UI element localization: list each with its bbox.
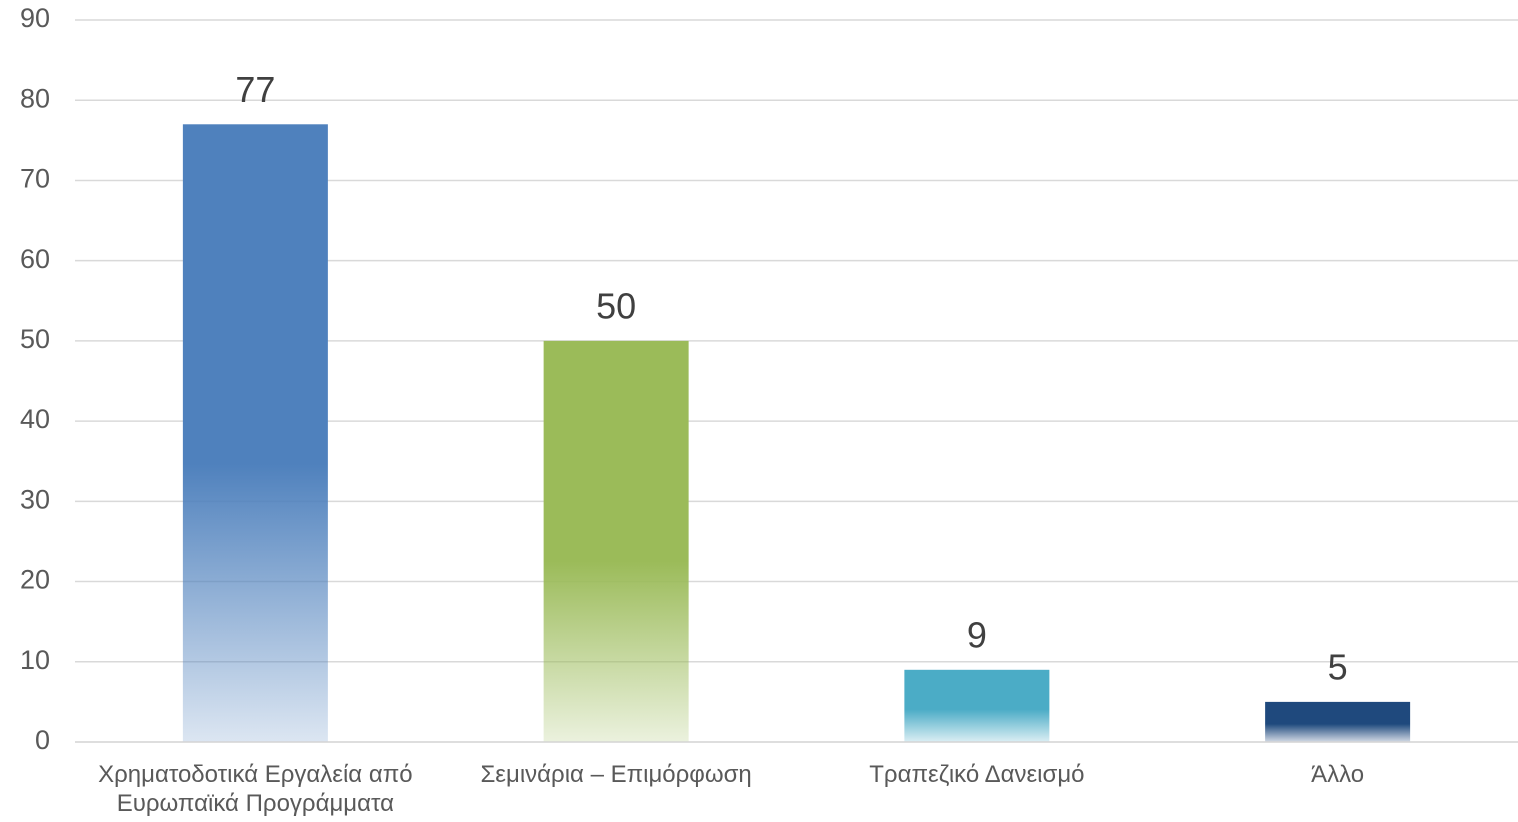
x-tick-label: Χρηματοδοτικά Εργαλεία από Ευρωπαϊκά Προ… [98, 761, 413, 817]
data-label: 5 [1328, 646, 1348, 687]
data-label: 9 [967, 614, 987, 655]
x-tick-label: Σεμινάρια – Επιμόρφωση [480, 761, 752, 788]
y-tick-label: 30 [20, 484, 50, 514]
y-tick-label: 20 [20, 565, 50, 595]
bar [1265, 701, 1411, 742]
y-tick-label: 40 [20, 404, 50, 434]
data-label: 50 [596, 285, 636, 326]
y-tick-label: 10 [20, 645, 50, 675]
bar [182, 124, 328, 743]
x-tick-label: Άλλο [1311, 761, 1365, 788]
bar [904, 669, 1050, 742]
y-tick-label: 80 [20, 83, 50, 113]
x-tick-label: Τραπεζικό Δανεισμό [869, 761, 1085, 788]
y-tick-label: 60 [20, 244, 50, 274]
y-tick-label: 50 [20, 324, 50, 354]
y-tick-label: 90 [20, 3, 50, 33]
y-tick-label: 0 [35, 725, 50, 755]
bar [543, 340, 689, 742]
y-tick-label: 70 [20, 164, 50, 194]
data-label: 77 [235, 69, 275, 110]
